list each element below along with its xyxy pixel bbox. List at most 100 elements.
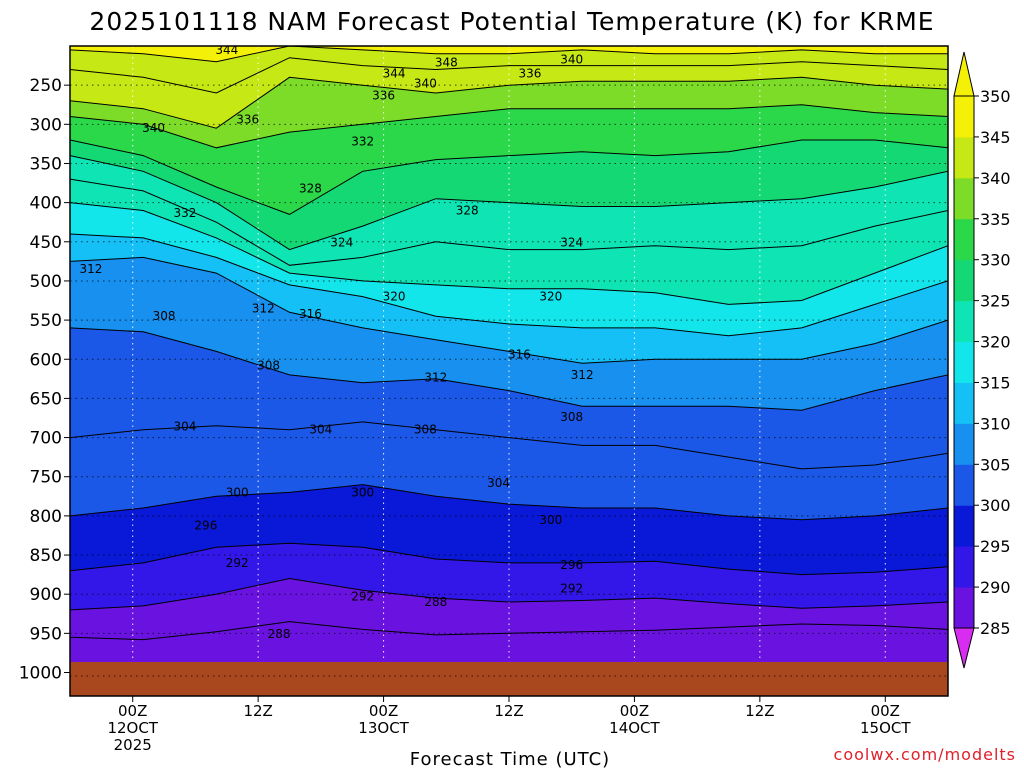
contour-label-31: 300 bbox=[351, 485, 374, 499]
y-tick-label-350: 350 bbox=[30, 154, 62, 174]
x-tick-label-3-0: 12Z bbox=[494, 702, 523, 720]
isentrope-312 bbox=[70, 256, 948, 364]
isentrope-340 bbox=[70, 76, 948, 129]
y-tick-label-450: 450 bbox=[30, 233, 62, 253]
colorbar-swatch-285 bbox=[954, 587, 974, 629]
contour-label-text: 324 bbox=[330, 236, 353, 250]
x-tick-label-6-0: 00Z bbox=[871, 702, 900, 720]
contour-label-32: 300 bbox=[539, 513, 562, 527]
isentrope-contours bbox=[70, 46, 948, 641]
colorbar-label-305: 305 bbox=[980, 455, 1011, 474]
contour-label-text: 300 bbox=[539, 513, 562, 527]
y-tick-label-650: 650 bbox=[30, 389, 62, 409]
colorbar-label-340: 340 bbox=[980, 169, 1011, 188]
x-tick-label-6-1: 15OCT bbox=[860, 719, 911, 737]
contour-label-9: 332 bbox=[351, 135, 374, 149]
contour-label-text: 348 bbox=[435, 55, 458, 69]
contour-label-33: 296 bbox=[194, 518, 217, 532]
colorbar-swatch-320 bbox=[954, 300, 974, 343]
colorbar-swatch-335 bbox=[954, 177, 974, 220]
contour-label-23: 312 bbox=[424, 370, 447, 384]
contour-label-text: 324 bbox=[560, 236, 583, 250]
y-tick-label-750: 750 bbox=[30, 468, 62, 488]
colorbar-label-320: 320 bbox=[980, 333, 1011, 352]
x-tick-label-1-0: 12Z bbox=[243, 702, 272, 720]
contour-label-29: 304 bbox=[487, 476, 510, 490]
colorbar-label-290: 290 bbox=[980, 578, 1011, 597]
contour-label-text: 336 bbox=[236, 113, 259, 127]
contour-label-text: 340 bbox=[142, 121, 165, 135]
y-tick-label-700: 700 bbox=[30, 429, 62, 449]
contour-label-text: 300 bbox=[226, 485, 249, 499]
colorbar-swatch-300 bbox=[954, 464, 974, 506]
contour-label-text: 300 bbox=[351, 485, 374, 499]
theta-band-324 bbox=[70, 155, 948, 266]
contour-label-text: 344 bbox=[383, 66, 406, 80]
contour-label-text: 292 bbox=[226, 556, 249, 570]
x-tick-label-2-1: 13OCT bbox=[358, 719, 409, 737]
colorbar-label-285: 285 bbox=[980, 619, 1011, 638]
isentrope-336 bbox=[70, 104, 948, 149]
contour-label-17: 320 bbox=[539, 290, 562, 304]
isentrope-332 bbox=[70, 139, 948, 215]
contour-label-25: 304 bbox=[174, 420, 197, 434]
contour-label-13: 324 bbox=[330, 236, 353, 250]
contour-label-text: 344 bbox=[215, 43, 238, 57]
y-tick-label-900: 900 bbox=[30, 585, 62, 605]
colorbar-label-310: 310 bbox=[980, 414, 1011, 433]
contour-label-text: 340 bbox=[560, 52, 583, 66]
colorbar: 285 290 295 300 305 310 315 320 325 330 335 340 345 3… bbox=[953, 51, 1011, 669]
colorbar-label-300: 300 bbox=[980, 496, 1011, 515]
isentrope-300 bbox=[70, 484, 948, 521]
contour-label-text: 332 bbox=[351, 135, 374, 149]
colorbar-label-350: 350 bbox=[980, 87, 1011, 106]
contour-label-text: 332 bbox=[174, 206, 197, 220]
contour-label-text: 328 bbox=[456, 203, 479, 217]
plot-area: 344 348 340 344 340 336 336 340 336 332 328 328 332 3… bbox=[70, 43, 948, 696]
y-tick-label-950: 950 bbox=[30, 624, 62, 644]
contour-label-28: 308 bbox=[560, 410, 583, 424]
colorbar-label-345: 345 bbox=[980, 128, 1011, 147]
contour-label-10: 328 bbox=[299, 182, 322, 196]
contour-label-text: 316 bbox=[299, 307, 322, 321]
contour-label-text: 320 bbox=[539, 290, 562, 304]
x-tick-label-4-0: 00Z bbox=[620, 702, 649, 720]
colorbar-swatch-330 bbox=[954, 218, 974, 261]
contour-label-34: 296 bbox=[560, 558, 583, 572]
colorbar-bottom-arrow bbox=[953, 627, 975, 669]
contour-label-text: 320 bbox=[383, 290, 406, 304]
theta-band-312 bbox=[70, 233, 948, 364]
contour-label-21: 316 bbox=[508, 348, 531, 362]
isentrope-344 bbox=[70, 57, 948, 94]
x-tick-label-4-1: 14OCT bbox=[609, 719, 660, 737]
isentrope-308 bbox=[70, 327, 948, 411]
x-tick-label-5-0: 12Z bbox=[745, 702, 774, 720]
contour-label-20: 316 bbox=[299, 307, 322, 321]
colorbar-swatch-305 bbox=[954, 423, 974, 465]
contour-label-text: 312 bbox=[571, 368, 594, 382]
isentrope-296 bbox=[70, 542, 948, 576]
contour-label-text: 304 bbox=[309, 423, 332, 437]
contour-label-35: 292 bbox=[226, 556, 249, 570]
y-tick-label-300: 300 bbox=[30, 115, 62, 135]
x-axis-title: Forecast Time (UTC) bbox=[410, 749, 610, 768]
contour-label-text: 316 bbox=[508, 348, 531, 362]
theta-band-336 bbox=[70, 77, 948, 148]
contour-label-26: 304 bbox=[309, 423, 332, 437]
colorbar-label-325: 325 bbox=[980, 292, 1011, 311]
contour-label-4: 340 bbox=[414, 77, 437, 91]
colorbar-label-330: 330 bbox=[980, 251, 1011, 270]
contour-labels: 344 348 340 344 340 336 336 340 336 332 328 328 332 3… bbox=[79, 43, 594, 641]
contour-label-39: 288 bbox=[268, 627, 291, 641]
contour-label-12: 332 bbox=[174, 206, 197, 220]
y-tick-label-500: 500 bbox=[30, 272, 62, 292]
isentrope-292 bbox=[70, 577, 948, 611]
contour-label-1: 348 bbox=[435, 55, 458, 69]
colorbar-swatch-325 bbox=[954, 259, 974, 302]
theta-band-292 bbox=[70, 543, 948, 610]
credit-text: coolwx.com/modelts bbox=[834, 745, 1016, 764]
contour-label-5: 336 bbox=[518, 66, 541, 80]
contour-label-7: 340 bbox=[142, 121, 165, 135]
contour-label-text: 308 bbox=[414, 423, 437, 437]
contour-label-text: 292 bbox=[560, 582, 583, 596]
